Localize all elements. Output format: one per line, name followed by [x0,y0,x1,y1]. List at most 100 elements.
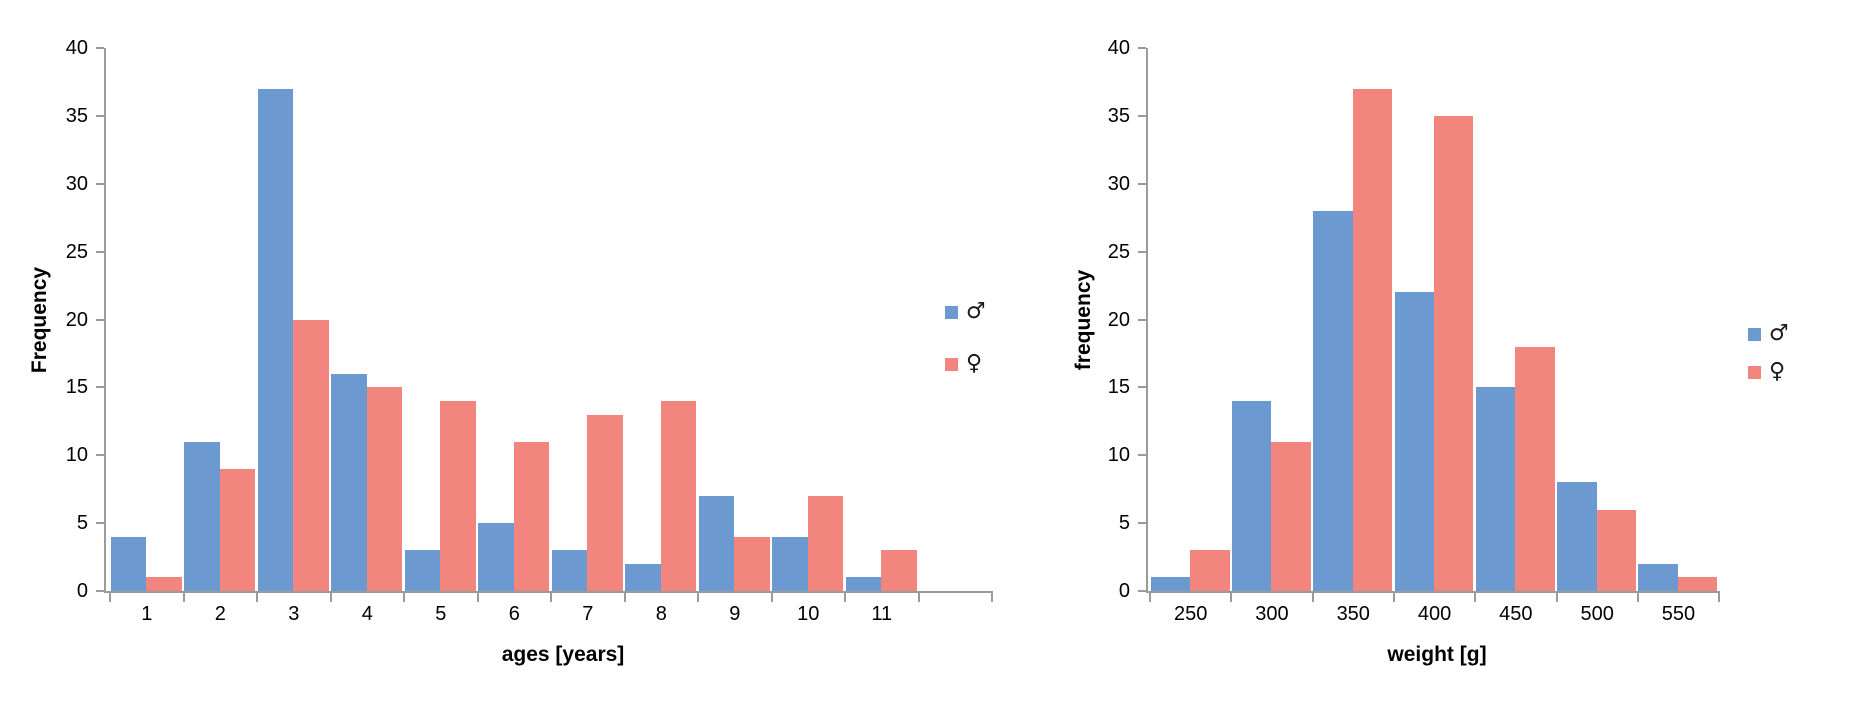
bar-male-5 [404,550,441,591]
y-tick-label: 40 [65,37,88,59]
bar-female-6 [513,441,550,591]
bar-female-450 [1515,346,1555,591]
bar-female-5 [440,400,476,591]
y-tick [1138,590,1146,592]
y-tick [96,182,104,185]
bar-male-350 [1313,210,1353,591]
x-tick-label: 1 [141,603,153,625]
y-tick [1138,250,1146,253]
x-tick [1392,593,1395,602]
bar-male-1 [110,536,147,591]
y-tick [1138,182,1146,185]
y-tick-label: 20 [1107,308,1130,331]
x-tick-label: 5 [435,603,447,625]
y-tick-label: 30 [65,172,88,195]
bar-female-11 [881,550,917,591]
x-tick-label: 10 [797,603,820,625]
x-tick-label: 500 [1580,603,1614,625]
y-tick-label: 5 [1118,512,1130,535]
male-symbol: ♂ [1769,321,1789,346]
y-tick [1138,47,1146,49]
male-symbol: ♂ [966,299,986,324]
y-axis-line [1146,48,1148,593]
y-tick-label: 10 [1107,444,1130,467]
bar-male-250 [1150,577,1191,591]
y-tick-label: 35 [1107,104,1130,127]
bar-male-450 [1475,387,1516,591]
x-axis-line [104,591,993,593]
x-tick-label: 350 [1336,603,1370,625]
bar-male-2 [184,441,220,591]
bar-female-9 [734,536,770,591]
x-tick [991,593,993,602]
bar-male-300 [1231,400,1272,591]
y-tick [96,590,104,592]
legend-male-swatch [945,306,958,319]
x-tick [1636,593,1639,602]
legend-female-swatch [945,358,958,371]
x-tick-label: 9 [729,603,741,625]
y-tick [1138,386,1146,389]
y-tick [1138,114,1146,117]
x-axis-title: weight [g] [1387,643,1487,666]
bar-female-250 [1190,550,1230,591]
bar-female-300 [1271,441,1311,591]
x-tick [256,593,258,602]
y-tick [96,47,104,49]
x-tick [329,593,332,602]
y-tick [96,454,104,457]
y-tick [96,250,104,253]
y-tick-label: 30 [1107,172,1130,195]
bar-male-11 [845,577,882,591]
x-tick [109,593,111,602]
y-tick [1138,318,1146,321]
bar-female-1 [146,577,182,591]
x-tick-label: 7 [582,603,594,625]
x-tick [403,593,405,602]
x-tick [623,593,626,602]
y-tick-label: 10 [65,444,88,467]
legend-female-swatch [1748,366,1761,379]
bar-male-500 [1557,482,1597,591]
x-tick [697,593,699,602]
bar-female-3 [293,319,329,591]
bar-male-7 [551,550,588,591]
x-tick [1555,593,1558,602]
x-tick-label: 250 [1173,603,1208,625]
y-tick [96,386,104,389]
y-tick-label: 5 [76,512,88,535]
x-tick-label: 400 [1417,603,1452,625]
bar-female-4 [366,387,403,591]
x-tick [1149,593,1151,602]
x-tick [1474,593,1477,602]
x-tick-label: 11 [871,603,893,625]
y-axis-line [104,48,106,593]
y-tick-label: 35 [65,104,88,127]
y-tick [96,522,104,525]
y-tick-label: 0 [76,580,88,602]
bar-female-8 [660,400,697,591]
bar-male-3 [257,88,294,591]
y-tick [96,114,104,117]
bar-male-9 [698,495,735,591]
y-tick-label: 0 [1118,580,1130,602]
female-symbol: ♀ [1769,359,1786,384]
y-tick [96,318,104,321]
x-tick [1718,593,1721,602]
x-tick [917,593,920,602]
x-tick-label: 300 [1255,603,1289,625]
bar-female-10 [807,495,844,591]
x-tick [844,593,846,602]
x-tick-label: 8 [655,603,667,625]
y-tick-label: 25 [65,240,88,263]
y-tick-label: 40 [1107,37,1130,59]
x-tick-label: 4 [361,603,373,625]
bar-male-8 [625,563,661,591]
bar-male-400 [1394,292,1434,591]
bar-male-10 [772,536,808,591]
x-tick [182,593,185,602]
y-tick-label: 25 [1107,240,1130,263]
female-symbol: ♀ [966,351,983,376]
